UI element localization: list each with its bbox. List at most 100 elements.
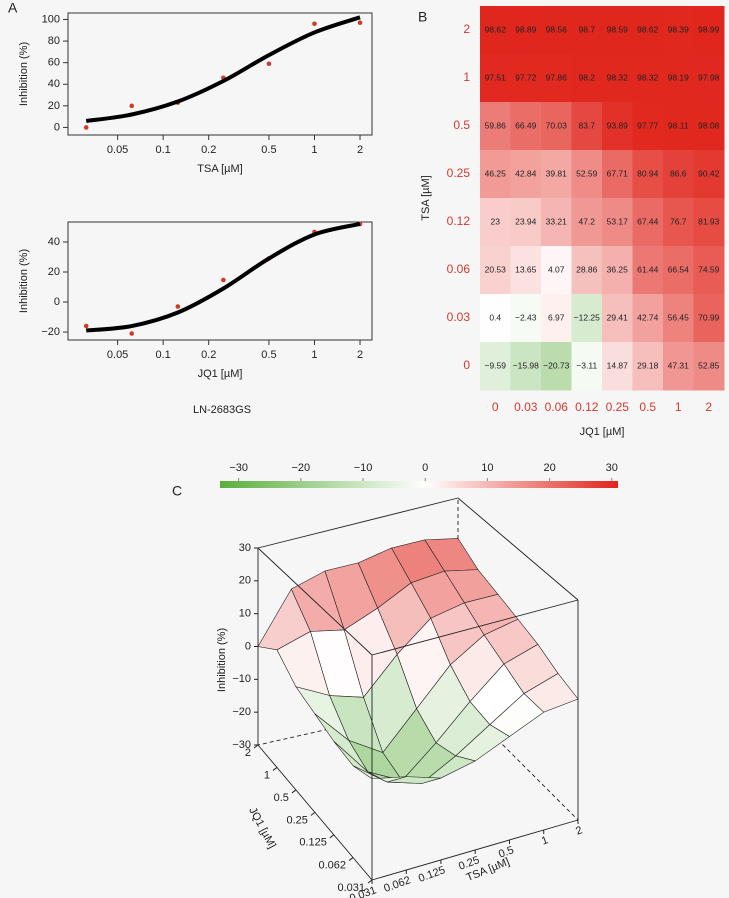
heatmap-cell xyxy=(632,54,664,103)
y-tick-label: 0.062 xyxy=(382,874,412,895)
cell-label: 98.7 xyxy=(578,24,595,34)
cell-label: 66.49 xyxy=(515,120,537,130)
data-point xyxy=(221,277,226,283)
y-tick-label: 0.03 xyxy=(447,310,471,324)
surface-facet xyxy=(352,765,407,783)
y-tick-label: 20 xyxy=(48,266,60,278)
heatmap-cell xyxy=(480,102,511,151)
cell-label: 97.98 xyxy=(698,72,720,82)
heatmap-cell xyxy=(541,150,572,199)
y-axis-label: TSA [µM] xyxy=(420,175,432,220)
data-point xyxy=(83,125,89,130)
heatmap-cell xyxy=(571,294,603,343)
cell-label: 70.03 xyxy=(546,120,568,130)
panel-label: C xyxy=(172,483,182,499)
colorbar-tick-label: −30 xyxy=(229,462,248,474)
heatmap-cell xyxy=(571,150,603,199)
heatmap-cell xyxy=(663,294,694,343)
x-tick-label: 2 xyxy=(705,400,712,414)
cell-label: 98.19 xyxy=(668,72,690,82)
heatmap-cell xyxy=(571,342,603,391)
heatmap-cell xyxy=(480,54,511,103)
cell-label: 80.94 xyxy=(637,168,659,178)
cell-label: 98.2 xyxy=(578,72,595,82)
cell-label: 39.81 xyxy=(546,168,568,178)
heatmap-cell xyxy=(663,198,694,247)
heatmap-cell xyxy=(510,102,542,151)
heatmap-cell xyxy=(571,102,603,151)
y-tick-label: 20 xyxy=(48,100,60,112)
cell-label: 70.99 xyxy=(698,312,720,322)
colorbar xyxy=(220,481,618,488)
x-tick-label: 0.5 xyxy=(261,349,276,361)
cell-label: 53.17 xyxy=(607,216,629,226)
y-tick-label: 0.125 xyxy=(417,864,447,885)
cell-label: 98.39 xyxy=(668,24,690,34)
cell-label: 13.65 xyxy=(515,264,537,274)
cell-label: 97.86 xyxy=(546,72,568,82)
cell-label: 66.54 xyxy=(668,264,690,274)
heatmap-cell xyxy=(602,102,633,151)
cell-label: 59.86 xyxy=(485,120,507,130)
y-tick-label: 0.5 xyxy=(453,118,470,132)
z-tick-label: −30 xyxy=(232,739,251,751)
x-tick xyxy=(329,834,335,839)
colorbar-tick-label: 20 xyxy=(543,462,555,474)
data-point xyxy=(129,331,135,336)
y-tick-label: 1 xyxy=(463,70,470,84)
heatmap-cell xyxy=(510,150,542,199)
heatmap-cell xyxy=(510,198,542,247)
cell-label: 98.89 xyxy=(515,24,537,34)
heatmap-cell xyxy=(571,246,603,295)
cell-label: 98.11 xyxy=(668,120,689,130)
cell-label: −3.11 xyxy=(576,360,597,370)
x-tick-label: 0.06 xyxy=(545,400,569,414)
heatmap-cell xyxy=(480,246,511,295)
cell-label: 98.59 xyxy=(607,24,629,34)
cell-label: 97.77 xyxy=(637,120,659,130)
heatmap-cell xyxy=(480,150,511,199)
cell-label: 23.94 xyxy=(515,216,537,226)
cell-label: 98.32 xyxy=(637,72,659,82)
y-tick-label: 0 xyxy=(54,121,60,133)
data-point xyxy=(266,61,272,67)
panel-label: A xyxy=(8,0,18,16)
y-tick-label: 0.5 xyxy=(497,844,515,861)
data-point xyxy=(357,20,363,26)
heatmap-cell xyxy=(693,6,725,55)
cell-label: 98.56 xyxy=(546,24,568,34)
heatmap-cell xyxy=(663,246,694,295)
heatmap-cell xyxy=(632,150,664,199)
heatmap-cell xyxy=(541,102,572,151)
cell-label: 98.62 xyxy=(637,24,659,34)
box-edge xyxy=(257,497,459,549)
x-tick-label: 0.2 xyxy=(201,144,216,156)
heatmap-cell xyxy=(663,150,694,199)
cell-label: 28.86 xyxy=(576,264,598,274)
box-edge xyxy=(457,497,579,601)
x-tick-label: 0.25 xyxy=(286,814,307,826)
cell-label: 97.72 xyxy=(515,72,537,82)
cell-label: −12.25 xyxy=(574,312,601,322)
heatmap-cell xyxy=(510,294,542,343)
cell-label: 4.07 xyxy=(548,264,565,274)
x-axis-label: JQ1 [µM] xyxy=(580,426,625,438)
x-tick-label: 2 xyxy=(357,144,363,156)
heatmap-cell xyxy=(541,342,572,391)
heatmap-cell xyxy=(663,102,694,151)
y-axis-label: Inhibition (%) xyxy=(18,42,30,106)
cell-label: 98.32 xyxy=(607,72,629,82)
heatmap-cell xyxy=(602,198,633,247)
cell-label: 14.87 xyxy=(607,360,629,370)
cell-label: 56.45 xyxy=(668,312,690,322)
cell-label: −15.98 xyxy=(513,360,540,370)
heatmap-cell xyxy=(541,246,572,295)
x-tick-label: 0.03 xyxy=(514,400,538,414)
z-axis-label: Inhibition (%) xyxy=(216,628,228,692)
x-tick-label: 1 xyxy=(675,400,682,414)
cell-label: 67.71 xyxy=(607,168,629,178)
cell-label: 93.89 xyxy=(607,120,629,130)
x-tick-label: 0.1 xyxy=(156,144,171,156)
heatmap-cell xyxy=(663,342,694,391)
cell-label: 90.42 xyxy=(698,168,720,178)
